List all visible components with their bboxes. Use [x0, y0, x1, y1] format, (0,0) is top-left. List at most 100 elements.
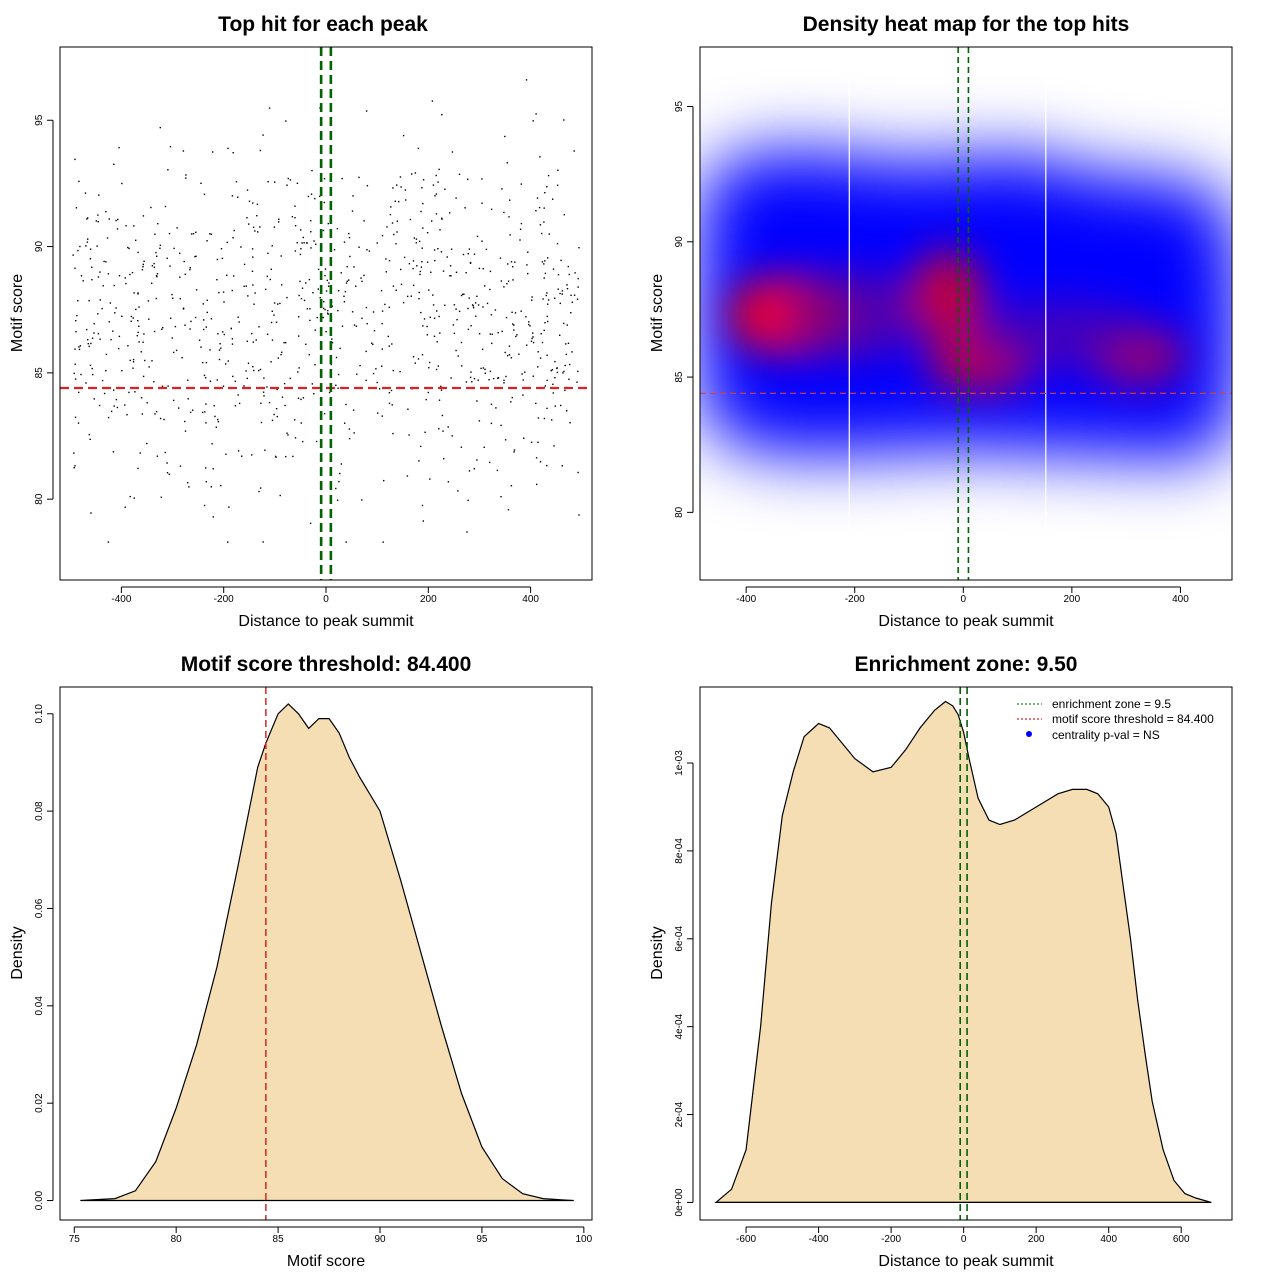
scatter-point [327, 222, 329, 225]
scatter-point [478, 420, 481, 422]
scatter-point [497, 332, 499, 334]
scatter-point [72, 254, 74, 256]
scatter-point [467, 499, 469, 501]
scatter-point [536, 483, 538, 486]
scatter-point [126, 414, 128, 416]
scatter-point [490, 314, 493, 316]
scatter-point [291, 216, 294, 218]
scatter-point [372, 343, 374, 346]
scatter-point [563, 214, 565, 216]
scatter-point [381, 348, 383, 350]
scatter-point [426, 334, 428, 336]
scatter-point [267, 252, 269, 254]
scatter-point [271, 419, 274, 422]
scatter-point [376, 242, 378, 244]
scatter-point [192, 409, 194, 411]
scatter-point [546, 186, 548, 188]
scatter-point [300, 248, 302, 250]
scatter-point [561, 465, 563, 467]
scatter-point [231, 343, 234, 345]
scatter-point [194, 255, 196, 258]
y-tick-label: 2e-04 [674, 1101, 685, 1127]
scatter-point [421, 354, 424, 356]
scatter-point [478, 333, 481, 335]
scatter-point [91, 367, 93, 370]
scatter-point [161, 385, 164, 387]
scatter-point [453, 332, 456, 334]
scatter-point [106, 237, 109, 239]
scatter-point [133, 225, 135, 227]
scatter-point [91, 279, 93, 281]
scatter-point [543, 329, 545, 332]
scatter-point [88, 433, 90, 436]
scatter-point [135, 308, 137, 311]
scatter-point [543, 207, 545, 209]
scatter-point [277, 357, 279, 359]
scatter-point [532, 332, 534, 334]
scatter-point [437, 365, 439, 367]
scatter-point [442, 430, 444, 432]
y-tick-label: 6e-04 [674, 926, 685, 952]
scatter-point [302, 440, 304, 443]
x-tick-label: 0 [961, 1234, 967, 1245]
scatter-point [263, 395, 265, 397]
scatter-point [440, 251, 443, 253]
scatter-point [388, 402, 391, 404]
scatter-point [395, 243, 397, 245]
scatter-point [512, 279, 514, 281]
scatter-point [150, 206, 152, 209]
scatter-point [98, 194, 100, 196]
y-tick-label: 80 [34, 493, 45, 505]
y-tick-label: 85 [34, 367, 45, 379]
scatter-point [436, 341, 438, 343]
scatter-point [475, 315, 477, 317]
scatter-point [251, 332, 253, 335]
scatter-point [488, 379, 490, 381]
scatter-point [155, 297, 157, 300]
scatter-point [526, 344, 528, 346]
scatter-point [471, 381, 473, 383]
scatter-point [373, 330, 376, 332]
scatter-point [156, 255, 158, 257]
scatter-point [200, 182, 202, 184]
scatter-point [467, 328, 470, 331]
scatter-point [97, 214, 99, 216]
scatter-point [281, 284, 283, 286]
scatter-point [138, 306, 140, 308]
scatter-point [428, 289, 430, 291]
scatter-point [315, 440, 318, 443]
scatter-point [251, 270, 254, 272]
scatter-point [441, 414, 444, 417]
scatter-point [344, 291, 347, 293]
scatter-point [326, 279, 328, 282]
scatter-point [155, 410, 158, 413]
scatter-point [504, 351, 506, 354]
scatter-point [169, 265, 171, 267]
scatter-point [482, 306, 484, 308]
scatter-point [500, 496, 502, 498]
scatter-point [233, 275, 235, 277]
scatter-point [455, 271, 458, 273]
scatter-point [516, 334, 518, 336]
y-tick-label: 95 [674, 101, 685, 113]
y-tick-label: 0.06 [34, 898, 45, 918]
scatter-point [220, 484, 222, 487]
scatter-point [509, 234, 511, 236]
scatter-point [271, 310, 273, 312]
scatter-point [237, 394, 239, 396]
scatter-point [203, 504, 206, 507]
scatter-point [246, 189, 249, 191]
scatter-point [573, 294, 576, 296]
scatter-point [554, 377, 556, 379]
scatter-point [205, 403, 207, 405]
scatter-point [417, 147, 420, 150]
scatter-point [179, 298, 181, 300]
scatter-point [510, 261, 513, 263]
scatter-point [322, 307, 325, 310]
scatter-point [407, 408, 409, 410]
scatter-point [164, 451, 166, 454]
scatter-point [292, 455, 294, 458]
scatter-point [433, 317, 436, 319]
scatter-point [110, 410, 113, 413]
scatter-point [112, 330, 114, 332]
